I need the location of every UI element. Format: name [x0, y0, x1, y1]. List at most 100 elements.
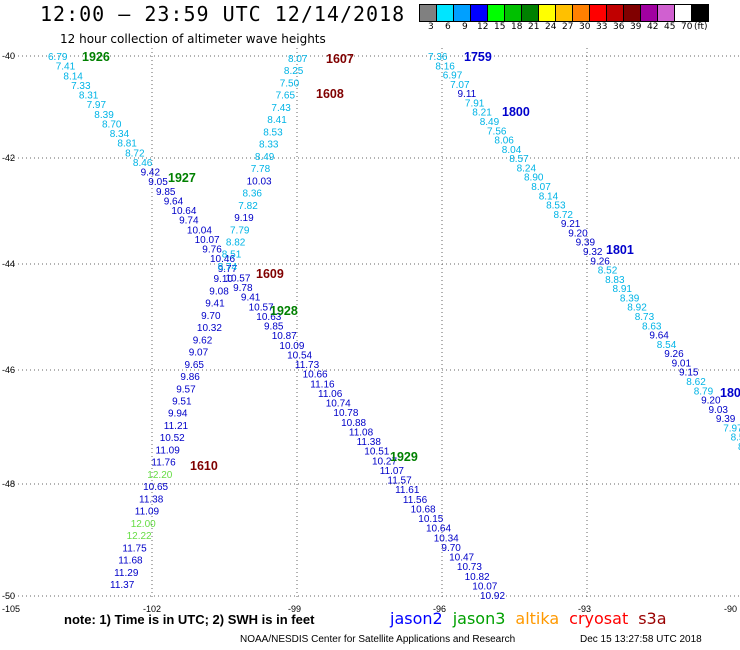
swh-value-label: 9.74 [179, 216, 199, 227]
swh-value-label: 9.10 [214, 274, 234, 285]
swh-value-label: 9.39 [576, 238, 596, 249]
swh-value-label: 7.07 [450, 80, 470, 91]
swh-value-label: 9.62 [193, 335, 213, 346]
lat-tick-label: -50 [2, 591, 15, 601]
swh-value-label: 9.77 [218, 264, 238, 275]
swh-value-label: 8.5 [731, 433, 740, 444]
swh-value-label: 10.34 [434, 533, 459, 544]
swh-value-label: 9.64 [649, 331, 669, 342]
swh-value-label: 10.57 [225, 273, 250, 284]
swh-value-label: 8.79 [694, 386, 714, 397]
swh-value-label: 12.22 [127, 531, 152, 542]
scale-label: 9 [462, 22, 468, 32]
scale-label: 39 [630, 22, 642, 32]
satellite-legend: jason2 jason3 altika cryosat s3a [390, 609, 677, 628]
swh-value-label: 10.73 [457, 562, 482, 573]
lon-tick-label: -102 [143, 604, 161, 614]
lat-tick-label: -40 [2, 51, 15, 61]
swh-value-label: 9.19 [234, 213, 254, 224]
swh-value-label: 12.20 [147, 470, 172, 481]
swh-value-label: 8.07 [288, 54, 308, 65]
swh-value-label: 8.73 [635, 312, 655, 323]
swh-value-label: 9.70 [201, 311, 221, 322]
scale-label: 15 [494, 22, 506, 32]
swh-value-label: 9.39 [716, 414, 736, 425]
swh-value-label: 9.03 [709, 405, 729, 416]
swh-value-label: 11.76 [151, 458, 176, 469]
swh-value-label: 8.72 [125, 148, 145, 159]
legend-item: cryosat [569, 609, 629, 628]
page-title: 12:00 – 23:59 UTC 12/14/2018 [40, 2, 406, 26]
swh-value-label: 7.78 [251, 164, 271, 175]
swh-value-label: 9.26 [590, 256, 610, 267]
swh-value-label: 8.49 [255, 152, 275, 163]
swh-value-label: 6.79 [48, 52, 68, 63]
scale-swatch [691, 4, 709, 22]
swh-value-label: 11.75 [122, 543, 147, 554]
swh-value-label: 10.78 [333, 408, 358, 419]
swh-value-label: 8.31 [79, 91, 99, 102]
swh-value-label: 7.91 [465, 98, 485, 109]
scale-label: (ft) [694, 22, 708, 32]
swh-value-label: 8.91 [613, 284, 633, 295]
swh-value-label: 9.15 [679, 368, 699, 379]
lon-tick-label: -105 [2, 604, 20, 614]
orbit-track-label: 1928 [270, 304, 298, 318]
swh-value-label: 9.85 [156, 187, 176, 198]
swh-value-label: 8.25 [284, 66, 304, 77]
swh-value-label: 10.03 [247, 176, 272, 187]
scale-label: 30 [579, 22, 591, 32]
lat-tick-label: -46 [2, 365, 15, 375]
swh-value-label: 7.36 [428, 52, 448, 63]
scale-label: 3 [428, 22, 434, 32]
swh-value-label: 8.06 [494, 136, 514, 147]
legend-item: jason3 [452, 609, 506, 628]
swh-value-label: 8.54 [657, 340, 677, 351]
swh-value-label: 8.92 [627, 303, 647, 314]
scale-label: 42 [647, 22, 659, 32]
swh-value-label: 11.38 [139, 494, 164, 505]
legend-item: altika [515, 609, 560, 628]
swh-value-label: 8.41 [267, 115, 287, 126]
swh-value-label: 11.16 [310, 379, 335, 390]
swh-value-label: 8.34 [110, 129, 130, 140]
swh-value-label: 8.46 [133, 158, 153, 169]
swh-value-label: 7.97 [723, 423, 740, 434]
swh-value-label: 7.50 [280, 79, 300, 90]
swh-value-label: 10.47 [449, 553, 474, 564]
lon-tick-label: -99 [288, 604, 301, 614]
swh-value-label: 9.42 [141, 168, 161, 179]
swh-value-label: 7.79 [230, 225, 250, 236]
swh-value-label: 10.63 [256, 312, 281, 323]
units-note: note: 1) Time is in UTC; 2) SWH is in fe… [64, 612, 315, 627]
swh-value-label: 8.53 [546, 201, 566, 212]
scale-label: 24 [545, 22, 557, 32]
orbit-track-label: 1610 [190, 459, 218, 473]
swh-value-label: 11.07 [380, 466, 405, 477]
swh-value-label: 11.09 [135, 507, 160, 518]
swh-value-label: 7.97 [87, 100, 107, 111]
swh-value-label: 10.51 [364, 447, 389, 458]
swh-value-label: 9.20 [701, 396, 721, 407]
credit-line: NOAA/NESDIS Center for Satellite Applica… [240, 634, 516, 645]
swh-value-label: 9.20 [568, 228, 588, 239]
swh-value-label: 10.64 [171, 206, 196, 217]
swh-value-label: 10.66 [303, 370, 328, 381]
swh-value-label: 7.43 [271, 103, 291, 114]
swh-value-label: 8.62 [686, 377, 706, 388]
scale-label: 45 [664, 22, 676, 32]
scale-label: 6 [445, 22, 451, 32]
swh-value-label: 8.07 [531, 182, 551, 193]
scale-label: 21 [528, 22, 540, 32]
swh-value-label: 8.83 [605, 275, 625, 286]
lon-tick-label: -93 [578, 604, 591, 614]
orbit-track-label: 1609 [256, 267, 284, 281]
orbit-track-label: 180 [720, 386, 740, 400]
swh-value-label: 9.78 [233, 283, 253, 294]
color-scale-labels: 3 6 9 12 15 18 21 24 27 30 33 36 39 42 45 70 (ft) [420, 22, 730, 34]
swh-value-label: 11.29 [114, 568, 139, 579]
swh-value-label: 7.41 [56, 62, 76, 73]
swh-value-label: 8.90 [524, 173, 544, 184]
swh-value-label: 9.94 [168, 409, 188, 420]
swh-value-label: 8.51 [222, 250, 242, 261]
